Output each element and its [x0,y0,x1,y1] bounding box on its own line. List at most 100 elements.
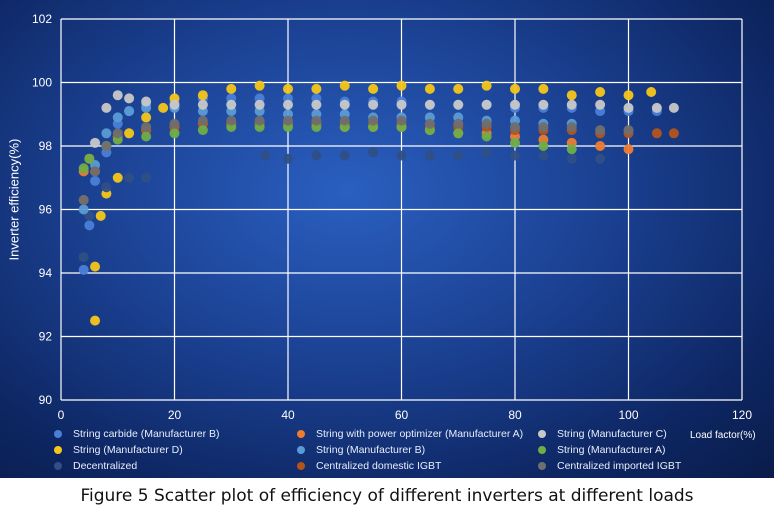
x-tick-label: 80 [508,408,522,422]
data-point [510,121,520,132]
data-point [226,99,237,110]
x-tick-label: 100 [618,408,638,422]
x-tick-label: 0 [58,408,65,422]
data-point [453,99,464,110]
legend-item: String (Manufacturer D) [54,444,183,456]
data-point [78,252,89,263]
data-point [646,87,657,98]
data-point [453,150,464,161]
data-point [124,172,135,183]
data-point [623,90,634,101]
data-point [141,172,152,183]
data-point [90,137,101,148]
data-point [254,80,265,91]
y-axis-label: Inverter efficiency(%) [6,138,22,261]
data-point [651,102,662,113]
legend-item: Centralized imported IGBT [538,460,681,472]
data-point [424,99,435,110]
data-point [84,220,95,231]
legend-label: String (Manufacturer B) [316,444,426,456]
data-point [481,131,492,142]
y-tick-label: 94 [39,266,53,280]
data-point [566,153,577,164]
data-point [254,99,265,110]
data-point [84,153,95,164]
data-point [90,315,101,326]
legend-marker [297,446,305,454]
data-point [595,141,606,151]
data-point [651,128,662,139]
data-point [668,102,679,113]
data-point [595,125,606,136]
data-point [311,150,322,161]
data-point [453,128,464,139]
legend-item: String (Manufacturer C) [538,428,667,440]
legend-marker [54,430,62,438]
data-point [169,118,180,129]
data-point [510,83,520,94]
y-tick-label: 96 [39,203,53,217]
data-point [254,115,265,126]
legend-label: String with power optimizer (Manufacture… [316,428,524,440]
data-point [566,99,577,110]
data-point [197,115,208,126]
data-point [124,106,135,117]
data-point [112,172,123,183]
legend-item: String with power optimizer (Manufacture… [297,428,523,440]
data-point [283,99,293,110]
data-point [595,99,606,110]
legend-marker [297,430,305,438]
data-point [424,83,435,94]
data-point [112,112,123,123]
data-point [623,144,634,155]
data-point [95,210,106,221]
data-point [141,131,152,142]
data-point [283,83,293,94]
data-point [311,115,322,126]
data-point [368,83,379,94]
legend-marker [54,462,62,470]
legend-item: Centralized domestic IGBT [297,460,441,472]
data-point [311,83,322,94]
data-point [453,118,464,129]
legend-item: String (Manufacturer A) [538,444,666,456]
legend-item: String (Manufacturer B) [297,444,425,456]
data-point [510,99,520,110]
data-point [396,115,407,126]
legend-label: Centralized imported IGBT [557,460,682,472]
data-point [339,150,350,161]
data-point [453,83,464,94]
x-tick-label: 40 [281,408,295,422]
data-point [595,153,606,164]
data-point [78,204,89,215]
data-point [112,128,123,139]
legend-label: Centralized domestic IGBT [316,460,442,472]
data-point [481,99,492,110]
data-point [78,163,89,174]
data-point [538,121,549,132]
data-point [124,93,135,104]
legend-label: String (Manufacturer C) [557,428,667,440]
legend-marker [297,462,305,470]
data-point [368,115,379,126]
data-point [101,182,112,193]
figure-caption: Figure 5 Scatter plot of efficiency of d… [80,486,694,506]
data-point [668,128,679,139]
data-point [396,99,407,110]
x-axis-label: Load factor(%) [690,430,756,441]
data-point [538,141,549,151]
y-tick-label: 102 [32,12,52,26]
data-point [78,194,89,205]
data-point [510,150,520,161]
data-point [396,150,407,161]
y-tick-label: 100 [32,76,52,90]
data-point [169,99,180,110]
data-point [169,128,180,139]
data-point [260,150,271,161]
data-point [78,264,89,275]
data-point [510,137,520,148]
data-point [481,147,492,158]
data-point [311,99,322,110]
y-tick-label: 92 [39,330,53,344]
